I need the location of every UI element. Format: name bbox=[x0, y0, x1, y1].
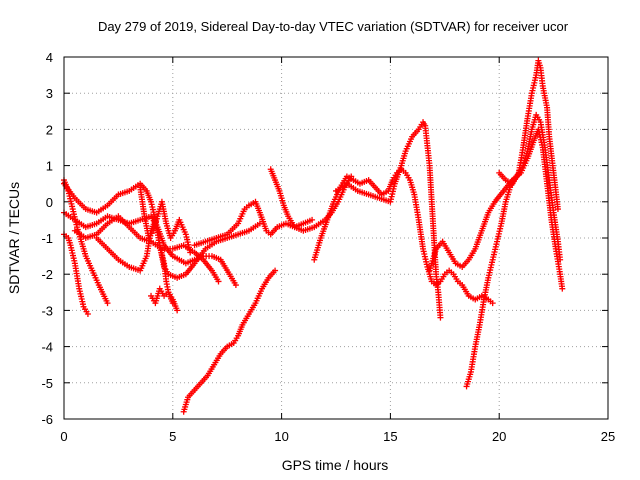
y-tick-label: 1 bbox=[46, 159, 53, 174]
data-point bbox=[84, 311, 91, 318]
series-trace-9 bbox=[191, 198, 316, 249]
data-point bbox=[174, 307, 181, 314]
x-tick-label: 20 bbox=[492, 429, 506, 444]
series-trace-11 bbox=[311, 166, 496, 307]
data-point bbox=[169, 300, 176, 307]
x-tick-label: 15 bbox=[383, 429, 397, 444]
y-tick-label: -3 bbox=[41, 303, 53, 318]
series-trace-6 bbox=[148, 285, 176, 307]
data-point bbox=[554, 206, 561, 213]
y-tick-label: 0 bbox=[46, 195, 53, 210]
y-axis-label: SDTVAR / TECUs bbox=[6, 182, 22, 294]
x-tick-label: 5 bbox=[169, 429, 176, 444]
y-tick-label: -1 bbox=[41, 231, 53, 246]
data-point bbox=[489, 300, 496, 307]
y-tick-label: 3 bbox=[46, 86, 53, 101]
data-point bbox=[559, 285, 566, 292]
data-point bbox=[309, 216, 316, 223]
series-trace-1 bbox=[61, 177, 111, 307]
series-trace-15 bbox=[496, 57, 561, 213]
y-tick-label: 4 bbox=[46, 50, 53, 65]
x-tick-label: 25 bbox=[601, 429, 615, 444]
series-trace-8 bbox=[180, 267, 279, 415]
x-tick-label: 0 bbox=[60, 429, 67, 444]
series-trace-13 bbox=[426, 126, 566, 292]
y-tick-label: -4 bbox=[41, 340, 53, 355]
data-point bbox=[557, 256, 564, 263]
y-tick-label: 2 bbox=[46, 122, 53, 137]
series-trace-16 bbox=[71, 213, 222, 285]
y-tick-label: -6 bbox=[41, 412, 53, 427]
y-tick-label: -5 bbox=[41, 376, 53, 391]
series-trace-10 bbox=[267, 166, 355, 234]
data-point bbox=[232, 282, 239, 289]
x-tick-label: 10 bbox=[274, 429, 288, 444]
series-trace-7 bbox=[137, 184, 194, 256]
data-points bbox=[61, 57, 566, 415]
data-point bbox=[437, 314, 444, 321]
plot-frame bbox=[63, 56, 609, 420]
y-tick-label: -2 bbox=[41, 267, 53, 282]
data-point bbox=[104, 300, 111, 307]
series-trace-14 bbox=[463, 111, 564, 390]
series-trace-12 bbox=[333, 119, 444, 321]
data-point bbox=[272, 267, 279, 274]
series-trace-2 bbox=[61, 231, 91, 318]
data-point bbox=[215, 278, 222, 285]
chart-title: Day 279 of 2019, Sidereal Day-to-day VTE… bbox=[98, 19, 569, 34]
x-axis-label: GPS time / hours bbox=[282, 457, 389, 473]
